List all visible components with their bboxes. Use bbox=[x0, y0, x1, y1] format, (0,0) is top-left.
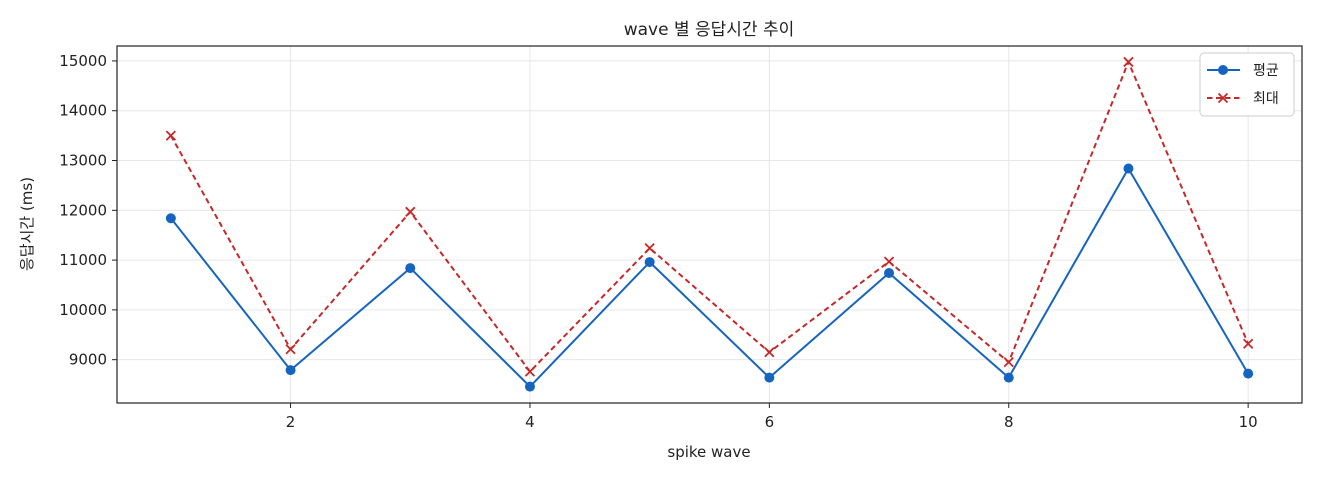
y-axis-ticks: 9000 10000 11000 12000 13000 14000 15000 bbox=[59, 52, 117, 369]
data-point bbox=[524, 366, 536, 377]
data-point bbox=[524, 381, 535, 392]
legend-marker-max bbox=[1217, 92, 1229, 104]
y-tick-label: 15000 bbox=[59, 52, 107, 70]
chart-title: wave 별 응답시간 추이 bbox=[624, 20, 795, 40]
y-tick-label: 10000 bbox=[59, 301, 107, 319]
x-axis-title: spike wave bbox=[667, 443, 750, 461]
y-tick-label: 14000 bbox=[59, 102, 107, 120]
y-tick-label: 11000 bbox=[59, 251, 107, 269]
data-point bbox=[405, 263, 416, 274]
x-tick-label: 4 bbox=[525, 413, 535, 431]
data-point bbox=[1003, 357, 1014, 368]
legend-marker-average bbox=[1218, 65, 1228, 75]
series-group bbox=[165, 56, 1254, 392]
series-0 bbox=[165, 163, 1254, 392]
data-point bbox=[165, 130, 177, 141]
data-point bbox=[644, 257, 655, 268]
y-tick-label: 12000 bbox=[59, 201, 107, 219]
legend-label-average: 평균 bbox=[1253, 63, 1279, 79]
plot-frame bbox=[116, 45, 1303, 404]
y-axis-title: 응답시간 (ms) bbox=[18, 177, 36, 271]
data-point bbox=[1123, 163, 1134, 174]
data-point bbox=[165, 213, 176, 224]
x-axis-ticks: 2 4 6 8 10 bbox=[286, 403, 1258, 431]
data-point bbox=[764, 372, 775, 383]
legend-box bbox=[1199, 52, 1295, 117]
legend: 평균 최대 bbox=[1199, 52, 1295, 117]
data-point bbox=[285, 365, 296, 376]
x-tick-label: 8 bbox=[1004, 413, 1014, 431]
x-tick-label: 10 bbox=[1239, 413, 1258, 431]
series-1 bbox=[165, 56, 1254, 377]
data-point bbox=[1123, 56, 1134, 68]
data-point bbox=[764, 347, 775, 358]
y-tick-label: 13000 bbox=[59, 152, 107, 170]
legend-x-marker bbox=[1217, 92, 1229, 104]
y-tick-label: 9000 bbox=[69, 351, 107, 369]
data-point bbox=[883, 256, 895, 267]
data-point bbox=[1003, 372, 1014, 383]
data-point bbox=[884, 268, 895, 279]
data-point bbox=[405, 206, 416, 217]
series-line bbox=[170, 60, 1250, 373]
data-point bbox=[1243, 338, 1254, 349]
data-point bbox=[1243, 368, 1254, 379]
data-point bbox=[285, 344, 296, 355]
x-tick-label: 2 bbox=[286, 413, 296, 431]
series-line bbox=[170, 167, 1249, 388]
x-tick-label: 6 bbox=[765, 413, 775, 431]
legend-label-max: 최대 bbox=[1253, 91, 1279, 107]
data-point bbox=[644, 243, 655, 254]
